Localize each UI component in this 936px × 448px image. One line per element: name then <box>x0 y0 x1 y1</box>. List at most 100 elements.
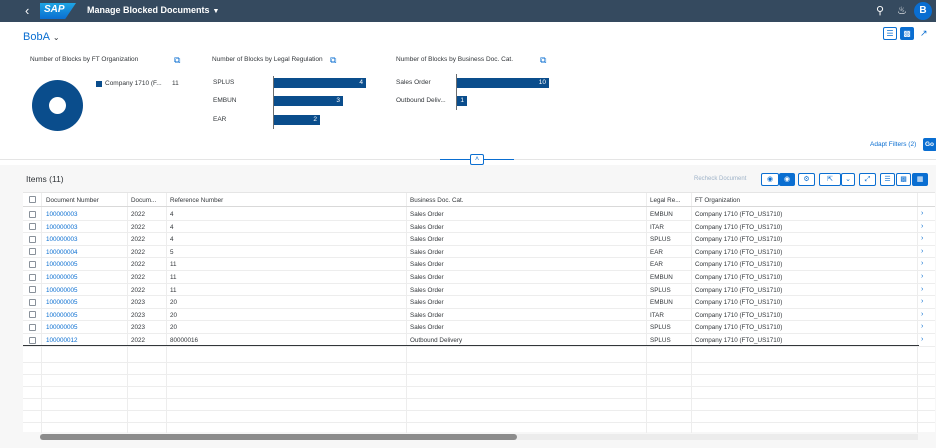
row-navigation-icon[interactable]: › <box>921 298 924 306</box>
chart-axis <box>273 76 274 129</box>
table-cell: Company 1710 (FTO_US1710) <box>695 324 783 332</box>
document-number-link[interactable]: 100000005 <box>46 324 78 332</box>
hide-icon[interactable]: ◉ <box>779 173 795 186</box>
row-navigation-icon[interactable]: › <box>921 260 924 268</box>
app-title[interactable]: Manage Blocked Documents ▼ <box>87 5 220 15</box>
document-number-link[interactable]: 100000005 <box>46 311 78 319</box>
table-row[interactable]: 100000005 2022 11 Sales Order EAR Company 171… <box>23 258 935 271</box>
collapse-line <box>440 159 470 160</box>
column-header[interactable]: Document Number <box>46 197 99 204</box>
column-header[interactable]: FT Organization <box>695 197 741 204</box>
back-chevron-icon[interactable]: ‹ <box>25 3 30 18</box>
bar-sales-order[interactable]: 10 <box>457 78 549 88</box>
row-navigation-icon[interactable]: › <box>921 210 924 217</box>
shell-bar: ‹ SAP Manage Blocked Documents ▼ ⚲ ♨ B <box>0 0 936 22</box>
table-cell: ITAR <box>650 311 664 319</box>
table-cell: Sales Order <box>410 299 444 307</box>
row-checkbox[interactable] <box>29 210 36 218</box>
table-row[interactable]: 100000004 2022 5 Sales Order EAR Company 1710… <box>23 246 935 259</box>
table-row[interactable]: 100000012 2022 80000016 Outbound Delivery SP… <box>23 334 935 347</box>
table-row[interactable]: 100000005 2022 11 Sales Order SPLUS Company 1… <box>23 284 935 297</box>
column-header[interactable]: Legal Re... <box>650 197 681 204</box>
row-checkbox[interactable] <box>29 286 36 294</box>
document-number-link[interactable]: 100000005 <box>46 286 78 294</box>
row-navigation-icon[interactable]: › <box>921 222 924 230</box>
document-number-link[interactable]: 100000003 <box>46 236 78 244</box>
chart-icon[interactable]: ▩ <box>896 173 911 186</box>
document-number-link[interactable]: 100000004 <box>46 248 78 256</box>
document-number-link[interactable]: 100000003 <box>46 223 78 231</box>
bar-ear[interactable]: 2 <box>274 115 320 125</box>
table-row[interactable]: 100000005 2023 20 Sales Order ITAR Company 17… <box>23 309 935 322</box>
row-checkbox[interactable] <box>29 298 36 306</box>
settings-icon[interactable]: ⚙ <box>798 173 815 186</box>
chart-view-button[interactable]: ▩ <box>900 27 914 40</box>
external-link-icon[interactable]: ⧉ <box>174 55 181 65</box>
table-view-icon[interactable]: ☰ <box>880 173 895 186</box>
export-icon[interactable]: ⇱ <box>819 173 841 186</box>
table-cell: Sales Order <box>410 223 444 231</box>
row-navigation-icon[interactable]: › <box>921 310 924 318</box>
sap-logo[interactable]: SAP <box>40 3 76 19</box>
table-cell: 2022 <box>131 274 146 281</box>
table-cell: 4 <box>170 211 174 218</box>
row-navigation-icon[interactable]: › <box>921 323 924 331</box>
row-checkbox[interactable] <box>29 273 36 281</box>
bar-label: Sales Order <box>396 79 431 86</box>
external-link-icon[interactable]: ⧉ <box>330 55 337 65</box>
scrollbar-thumb[interactable] <box>40 434 517 440</box>
show-icon[interactable]: ◉ <box>761 173 779 186</box>
document-number-link[interactable]: 100000012 <box>46 337 78 344</box>
chevron-down-icon[interactable]: ⌄ <box>841 173 855 186</box>
bar-label: EAR <box>213 116 227 123</box>
go-button[interactable]: Go <box>923 138 936 151</box>
table-row[interactable]: 100000005 2022 11 Sales Order EMBUN Company 1… <box>23 271 935 284</box>
fullscreen-icon[interactable]: ⤢ <box>859 173 876 186</box>
row-checkbox[interactable] <box>29 235 36 243</box>
adapt-filters-button[interactable]: Adapt Filters (2) <box>870 141 917 148</box>
bar-outbound-delivery[interactable]: 1 <box>457 96 467 106</box>
collapse-line <box>484 159 514 160</box>
row-checkbox[interactable] <box>29 248 36 256</box>
empty-row-line <box>23 410 935 411</box>
bell-icon[interactable]: ♨ <box>897 5 907 17</box>
row-navigation-icon[interactable]: › <box>921 336 924 343</box>
column-header[interactable]: Business Doc. Cat. <box>410 197 464 204</box>
variant-selector[interactable]: BobA ⌄ <box>23 31 60 43</box>
table-view-button[interactable]: ☰ <box>883 27 897 40</box>
avatar[interactable]: B <box>914 2 932 20</box>
column-header[interactable]: Reference Number <box>170 197 224 204</box>
bar-label: SPLUS <box>213 79 235 86</box>
row-checkbox[interactable] <box>29 323 36 331</box>
grid-icon[interactable]: ▦ <box>912 173 928 186</box>
row-checkbox[interactable] <box>29 260 36 268</box>
table-row[interactable]: 100000005 2023 20 Sales Order EMBUN Company 1… <box>23 296 935 309</box>
row-checkbox[interactable] <box>29 336 36 344</box>
document-number-link[interactable]: 100000003 <box>46 211 78 218</box>
table-row[interactable]: 100000003 2022 4 Sales Order ITAR Company 171… <box>23 221 935 234</box>
table-row[interactable]: 100000003 2022 4 Sales Order SPLUS Company 17… <box>23 233 935 246</box>
table-row[interactable]: 100000003 2022 4 Sales Order EMBUN Company 17… <box>23 208 935 221</box>
external-link-icon[interactable]: ⧉ <box>540 55 547 65</box>
collapse-header-button[interactable]: ˄ <box>470 154 484 165</box>
donut-chart-org[interactable] <box>32 80 83 131</box>
row-navigation-icon[interactable]: › <box>921 235 924 243</box>
bar-embun[interactable]: 3 <box>274 96 343 106</box>
external-link-icon[interactable]: ↗ <box>920 28 928 38</box>
recheck-document-button[interactable]: Recheck Document <box>694 176 747 182</box>
table-cell: 80000016 <box>170 337 199 344</box>
document-number-link[interactable]: 100000005 <box>46 261 78 269</box>
row-navigation-icon[interactable]: › <box>921 273 924 280</box>
table-row[interactable]: 100000005 2023 20 Sales Order SPLUS Company 1… <box>23 321 935 334</box>
select-all-checkbox[interactable] <box>29 196 36 203</box>
table-cell: 2023 <box>131 324 146 332</box>
row-navigation-icon[interactable]: › <box>921 285 924 293</box>
document-number-link[interactable]: 100000005 <box>46 274 78 281</box>
search-icon[interactable]: ⚲ <box>876 5 885 17</box>
document-number-link[interactable]: 100000005 <box>46 299 78 307</box>
column-header[interactable]: Docum... <box>131 197 157 204</box>
row-checkbox[interactable] <box>29 223 36 231</box>
bar-splus[interactable]: 4 <box>274 78 366 88</box>
row-checkbox[interactable] <box>29 311 36 319</box>
row-navigation-icon[interactable]: › <box>921 247 924 255</box>
